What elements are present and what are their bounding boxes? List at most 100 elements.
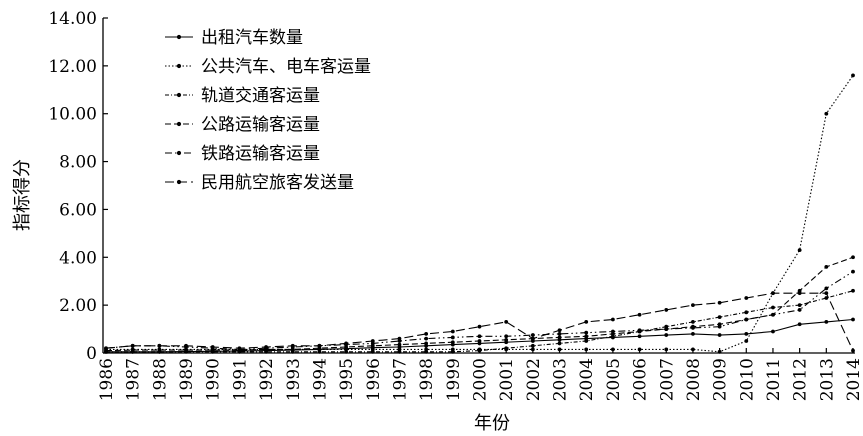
data-point [664,327,669,331]
data-point [824,286,829,291]
x-tick-label: 2006 [631,358,651,401]
x-tick-label: 1997 [390,358,410,401]
data-point [771,329,775,334]
x-tick-label: 1989 [177,358,197,401]
data-point [450,329,455,334]
data-point [824,319,829,324]
data-point [851,269,855,274]
data-point [717,315,722,320]
x-tick-label: 2012 [791,358,811,401]
legend-marker [176,92,182,98]
data-point [477,339,482,343]
data-point [104,346,108,351]
data-point [824,111,829,116]
legend-label: 出租汽车数量 [201,28,303,48]
x-tick-label: 1987 [124,358,144,401]
y-tick-label: 4.00 [59,248,97,268]
data-point [557,335,562,340]
data-point [797,248,802,253]
data-point [744,331,749,336]
data-point [744,310,749,315]
series-group [104,269,855,352]
data-point [691,347,695,352]
data-point [610,347,615,352]
data-point [450,349,455,354]
data-point [851,288,855,293]
data-point [851,73,855,78]
data-point [691,303,695,308]
y-tick-label: 12.00 [48,57,97,77]
x-axis-ticks: 1986 1987 1988 1989 1990 1991 1992 1993 1994 1995… [97,348,863,401]
data-point [184,348,188,353]
x-tick-label: 1995 [337,358,357,401]
x-tick-label: 2005 [604,358,624,401]
data-point [424,336,429,341]
data-point [744,296,749,300]
data-point [771,305,775,310]
data-point [504,337,509,342]
series-line [105,292,854,351]
data-point [477,324,482,329]
x-tick-label: 1999 [444,358,464,401]
legend-marker [176,34,182,40]
y-axis-ticks: 0 2.00 4.00 6.00 8.00 10.00 12.00 14.00 [48,9,108,364]
data-point [797,308,802,312]
data-point [130,343,135,348]
legend-marker [176,179,182,185]
series-layer [104,73,855,354]
data-point [637,312,642,317]
data-point [157,343,162,348]
x-tick-label: 2009 [711,358,731,401]
x-tick-label: 1991 [230,358,250,401]
data-point [664,308,669,312]
data-point [584,330,589,335]
data-point [344,341,349,346]
data-point [797,303,802,308]
x-tick-label: 2011 [764,358,784,401]
y-tick-label: 6.00 [59,200,97,220]
x-tick-label: 1994 [310,358,330,401]
y-tick-label: 8.00 [59,153,97,173]
data-point [824,291,829,296]
data-point [530,343,535,348]
data-point [797,322,802,327]
data-point [664,347,669,352]
data-point [504,346,509,351]
legend-marker [176,121,182,127]
data-point [290,343,295,348]
data-point [344,349,349,354]
data-point [851,317,855,322]
chart-legend: 出租汽车数量公共汽车、电车客运量轨道交通客运量公路运输客运量铁路运输客运量民用航… [165,28,371,193]
x-tick-label: 2001 [497,358,517,401]
legend-marker [176,150,182,156]
x-tick-label: 1992 [257,358,277,401]
data-point [851,348,855,353]
y-tick-label: 2.00 [59,296,97,316]
x-tick-label: 1988 [150,358,170,401]
data-point [450,335,455,340]
y-axis-title: 指标得分 [12,159,33,231]
y-tick-label: 0 [86,344,97,364]
data-point [824,296,829,300]
data-point [530,347,535,352]
data-point [771,312,775,317]
data-point [210,345,215,349]
x-tick-label: 2014 [844,358,863,401]
data-point [477,348,482,353]
data-point [424,349,429,354]
series-line [105,271,854,350]
data-point [157,348,162,353]
data-point [584,319,589,324]
legend-marker [176,63,182,69]
data-point [450,340,455,345]
y-tick-label: 14.00 [48,9,97,29]
data-point [370,349,375,354]
data-point [397,336,402,341]
data-point [264,345,268,349]
x-tick-label: 2008 [684,358,704,401]
data-point [317,343,322,348]
x-tick-label: 2010 [737,358,757,401]
data-point [610,329,615,334]
data-point [584,347,589,352]
data-point [424,341,429,346]
